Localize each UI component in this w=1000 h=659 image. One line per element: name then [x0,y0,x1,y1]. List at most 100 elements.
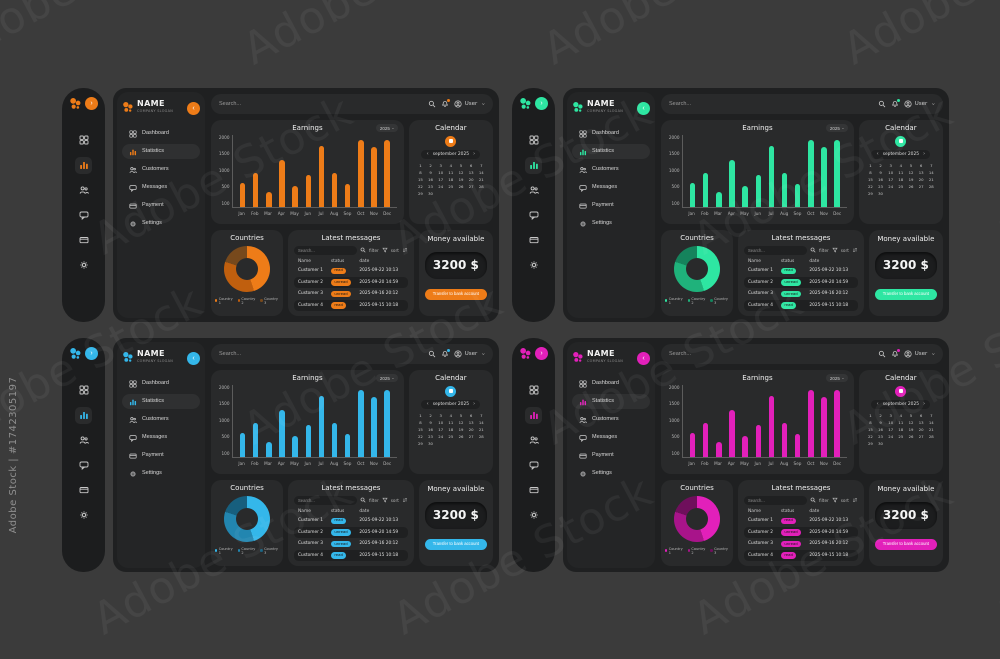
calendar-day[interactable]: 28 [478,184,484,190]
calendar-prev-button[interactable]: ‹ [876,400,879,407]
calendar-day[interactable]: 28 [478,434,484,440]
transfer-to-bank-button[interactable]: Transfer to bank account [874,538,937,550]
calendar-day[interactable]: 21 [928,427,934,433]
rail-expand-button[interactable]: › [85,347,98,360]
calendar-day[interactable]: 14 [928,170,934,176]
calendar-day[interactable]: 6 [469,163,473,169]
user-menu[interactable]: User [904,350,927,358]
calendar-day[interactable]: 12 [458,420,464,426]
search-input[interactable] [669,351,874,357]
calendar-day[interactable]: 13 [468,170,474,176]
sidebar-item-dashboard[interactable]: Dashboard [122,126,200,141]
chevron-down-icon[interactable]: › [929,102,938,106]
calendar-day[interactable]: 17 [888,177,894,183]
calendar-day[interactable]: 27 [468,434,474,440]
sidebar-item-statistics[interactable]: Statistics [122,394,200,409]
message-row[interactable]: Customer 4 read 2025-09-15 10:18 [294,300,408,311]
message-row[interactable]: Customer 3 unread 2025-09-16 20:12 [744,289,858,300]
calendar-day[interactable]: 2 [429,413,432,419]
calendar-day[interactable]: 9 [879,170,882,176]
calendar-day[interactable]: 12 [908,420,914,426]
calendar-day[interactable]: 12 [908,170,914,176]
notifications-bell-icon[interactable] [891,99,901,108]
sidebar-item-messages[interactable]: Messages [572,180,650,195]
calendar-day[interactable]: 8 [869,170,872,176]
calendar-day[interactable]: 29 [868,441,873,447]
calendar-day[interactable]: 1 [869,413,872,419]
message-row[interactable]: Customer 4 read 2025-09-15 10:18 [744,550,858,561]
calendar-day[interactable]: 4 [449,163,453,169]
rail-item-messages[interactable] [75,457,92,474]
calendar-day[interactable]: 4 [899,163,903,169]
message-row[interactable]: Customer 1 read 2025-09-22 10:13 [294,266,408,277]
sidebar-item-settings[interactable]: Settings [122,216,200,231]
calendar-day[interactable]: 10 [888,170,894,176]
calendar-day[interactable]: 30 [878,441,883,447]
calendar-day[interactable]: 23 [428,184,433,190]
calendar-day[interactable]: 25 [898,184,904,190]
transfer-to-bank-button[interactable]: Transfer to bank account [874,288,937,300]
sidebar-item-settings[interactable]: Settings [572,466,650,481]
calendar-day[interactable]: 6 [919,413,923,419]
notifications-bell-icon[interactable] [441,349,451,358]
calendar-next-button[interactable]: › [473,400,476,407]
search-icon[interactable] [360,247,366,253]
calendar-day[interactable]: 24 [888,434,894,440]
rail-item-customers[interactable] [525,432,542,449]
rail-item-dashboard[interactable] [525,382,542,399]
calendar-day[interactable]: 14 [478,420,484,426]
sidebar-item-settings[interactable]: Settings [572,216,650,231]
calendar-day[interactable]: 20 [468,427,474,433]
calendar-day[interactable]: 30 [428,191,433,197]
notifications-bell-icon[interactable] [891,349,901,358]
search-icon[interactable] [360,497,366,503]
user-menu[interactable]: User [454,350,477,358]
calendar-day[interactable]: 16 [428,427,433,433]
sidebar-item-settings[interactable]: Settings [122,466,200,481]
calendar-day[interactable]: 21 [478,177,484,183]
calendar-day[interactable]: 26 [458,434,464,440]
rail-item-dashboard[interactable] [525,132,542,149]
calendar-day[interactable]: 23 [878,434,883,440]
calendar-day[interactable]: 21 [478,427,484,433]
calendar-day[interactable]: 19 [458,177,464,183]
rail-item-dashboard[interactable] [75,382,92,399]
sidebar-collapse-button[interactable]: ‹ [637,352,650,365]
rail-item-customers[interactable] [75,182,92,199]
calendar-day[interactable]: 25 [898,434,904,440]
calendar-day[interactable]: 12 [458,170,464,176]
rail-item-statistics[interactable] [75,157,92,174]
calendar-day[interactable]: 6 [469,413,473,419]
calendar-day[interactable]: 13 [468,420,474,426]
calendar-day[interactable]: 29 [418,191,423,197]
calendar-day[interactable]: 10 [438,170,444,176]
calendar-day[interactable]: 5 [909,413,913,419]
rail-item-messages[interactable] [525,207,542,224]
message-row[interactable]: Customer 1 read 2025-09-22 10:13 [744,266,858,277]
calendar-day[interactable]: 11 [898,420,904,426]
sidebar-item-statistics[interactable]: Statistics [572,394,650,409]
calendar-day[interactable]: 4 [449,413,453,419]
calendar-day[interactable]: 9 [879,420,882,426]
rail-item-settings[interactable] [75,507,92,524]
filter-icon[interactable] [832,497,838,503]
messages-search-input[interactable] [744,245,807,255]
sidebar-item-customers[interactable]: Customers [572,412,650,427]
sidebar-item-customers[interactable]: Customers [122,162,200,177]
calendar-day[interactable]: 28 [928,184,934,190]
rail-item-dashboard[interactable] [75,132,92,149]
rail-item-settings[interactable] [75,257,92,274]
message-row[interactable]: Customer 4 read 2025-09-15 10:18 [294,550,408,561]
search-icon[interactable] [428,350,436,358]
message-row[interactable]: Customer 1 read 2025-09-22 10:13 [744,516,858,527]
calendar-day[interactable]: 7 [480,163,483,169]
calendar-day[interactable]: 17 [888,427,894,433]
calendar-day[interactable]: 10 [438,420,444,426]
chevron-down-icon[interactable]: › [929,352,938,356]
messages-search-input[interactable] [294,245,357,255]
sidebar-item-statistics[interactable]: Statistics [122,144,200,159]
sidebar-collapse-button[interactable]: ‹ [637,102,650,115]
calendar-day[interactable]: 7 [930,413,933,419]
calendar-day[interactable]: 28 [928,434,934,440]
calendar-day[interactable]: 5 [459,163,463,169]
